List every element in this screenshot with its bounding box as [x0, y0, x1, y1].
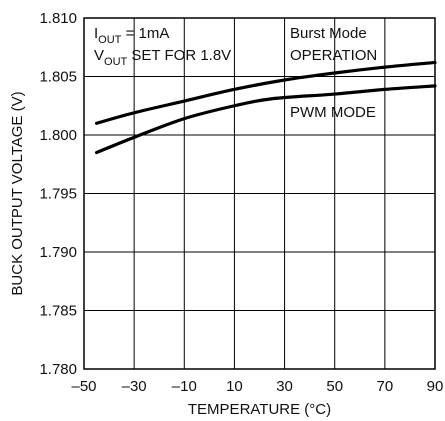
tick-label-layer: –50 –30 –10 10 30 50 70 90 1.780 1.785 1.790 1.795 1…: [39, 10, 443, 395]
series-label-burst-mode: Burst Mode: [290, 25, 367, 42]
y-tick-label: 1.780: [39, 361, 77, 378]
y-tick-label: 1.805: [39, 69, 77, 86]
plot-frame: [83, 17, 436, 370]
series-line-burst-mode: [94, 60, 437, 125]
condition-label: VOUT SET FOR 1.8V: [94, 47, 231, 68]
y-tick-label: 1.810: [39, 10, 77, 27]
x-tick-label: 70: [377, 378, 394, 395]
y-tick-label: 1.800: [39, 127, 77, 144]
x-tick-label: –30: [122, 378, 147, 395]
y-axis-title: BUCK OUTPUT VOLTAGE (V): [9, 91, 26, 295]
x-axis-title: TEMPERATURE (°C): [188, 401, 331, 418]
x-tick-label: 50: [326, 378, 343, 395]
y-tick-label: 1.795: [39, 186, 77, 203]
y-tick-label: 1.785: [39, 303, 77, 320]
x-tick-label: 10: [226, 378, 243, 395]
x-tick-label: –50: [71, 378, 96, 395]
x-tick-label: 90: [427, 378, 444, 395]
grid-layer: [84, 18, 435, 369]
series-label-burst-mode: OPERATION: [290, 47, 377, 64]
condition-label: IOUT = 1mA: [94, 25, 169, 46]
series-line-pwm-mode: [94, 84, 437, 155]
y-tick-label: 1.790: [39, 244, 77, 261]
series-label-pwm-mode: PWM MODE: [290, 104, 376, 121]
x-tick-label: –10: [172, 378, 197, 395]
x-tick-label: 30: [276, 378, 293, 395]
series-layer: [94, 60, 437, 155]
